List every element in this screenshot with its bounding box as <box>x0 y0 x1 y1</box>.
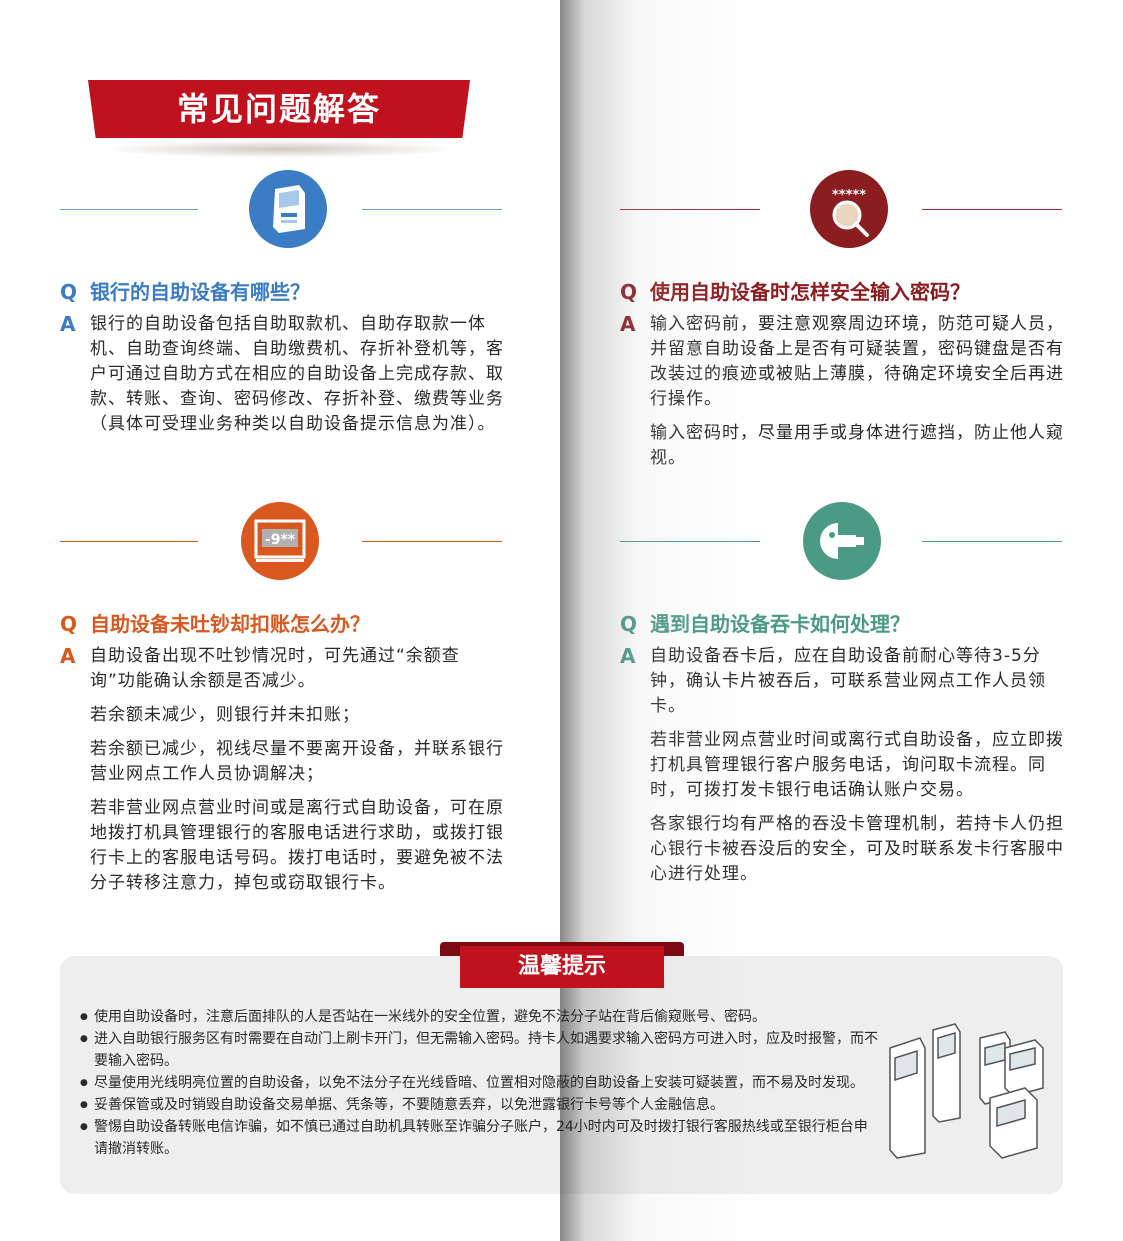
atm-machines-illustration <box>885 1018 1055 1168</box>
question-text: 遇到自助设备吞卡如何处理？ <box>650 612 910 636</box>
tip-item: 进入自助银行服务区有时需要在自动门上刷卡开门，但无需输入密码。持卡人如遇要求输入… <box>80 1028 880 1072</box>
faq-answer: A 银行的自助设备包括自助取款机、自助存取款一体机、自助查询终端、自助缴费机、存… <box>60 312 504 446</box>
icon-text: ***** <box>832 188 866 203</box>
atm-machine-icon <box>249 170 327 248</box>
card-swallow-icon <box>803 502 881 580</box>
answer-paragraph: 自助设备吞卡后，应在自助设备前耐心等待3-5分钟，确认卡片被吞后，可联系营业网点… <box>650 646 1046 716</box>
a-letter: A <box>620 312 637 336</box>
faq-question: Q 银行的自助设备有哪些？ <box>60 276 310 305</box>
divider-left <box>60 209 198 210</box>
divider-right <box>922 541 1062 542</box>
q-letter: Q <box>620 280 638 304</box>
divider-left <box>60 541 198 542</box>
a-letter: A <box>60 312 77 336</box>
divider-left <box>620 541 760 542</box>
faq-answer: A 自助设备出现不吐钞情况时，可先通过“余额查询”功能确认余额是否减少。 若余额… <box>60 644 504 905</box>
answer-paragraph: 输入密码时，尽量用手或身体进行遮挡，防止他人窥视。 <box>650 423 1064 468</box>
divider-left <box>620 209 760 210</box>
faq-question: Q 自助设备未吐钞却扣账怎么办？ <box>60 608 370 637</box>
question-text: 自助设备未吐钞却扣账怎么办？ <box>90 612 370 636</box>
tips-title: 温馨提示 <box>460 946 664 988</box>
tips-tab: 温馨提示 <box>440 942 684 988</box>
answer-paragraph: 自助设备出现不吐钞情况时，可先通过“余额查询”功能确认余额是否减少。 <box>90 646 460 691</box>
title-banner: 常见问题解答 <box>88 80 470 138</box>
faq-question: Q 使用自助设备时怎样安全输入密码？ <box>620 276 970 305</box>
screen-code-icon: -9** <box>241 502 319 580</box>
q-letter: Q <box>60 612 78 636</box>
a-letter: A <box>60 644 77 668</box>
divider-right <box>922 209 1062 210</box>
tips-list: 使用自助设备时，注意后面排队的人是否站在一米线外的安全位置，避免不法分子站在背后… <box>80 1006 880 1160</box>
answer-paragraph: 若非营业网点营业时间或是离行式自助设备，可在原地拨打机具管理银行的客服电话进行求… <box>90 798 504 893</box>
divider-right <box>362 209 502 210</box>
password-magnifier-icon: ***** <box>810 170 888 248</box>
icon-text: -9** <box>265 532 296 548</box>
answer-paragraph: 若余额已减少，视线尽量不要离开设备，并联系银行营业网点工作人员协调解决； <box>90 739 504 784</box>
a-letter: A <box>620 644 637 668</box>
divider-right <box>362 541 502 542</box>
answer-paragraph: 各家银行均有严格的吞没卡管理机制，若持卡人仍担心银行卡被吞没后的安全，可及时联系… <box>650 814 1064 884</box>
faq-question: Q 遇到自助设备吞卡如何处理？ <box>620 608 910 637</box>
faq-answer: A 输入密码前，要注意观察周边环境，防范可疑人员，并留意自助设备上是否有可疑装置… <box>620 312 1064 480</box>
q-letter: Q <box>60 280 78 304</box>
faq-answer: A 自助设备吞卡后，应在自助设备前耐心等待3-5分钟，确认卡片被吞后，可联系营业… <box>620 644 1064 896</box>
q-letter: Q <box>620 612 638 636</box>
tip-item: 妥善保管或及时销毁自助设备交易单据、凭条等，不要随意丢弃，以免泄露银行卡号等个人… <box>80 1094 880 1116</box>
question-text: 银行的自助设备有哪些？ <box>90 280 310 304</box>
answer-paragraph: 输入密码前，要注意观察周边环境，防范可疑人员，并留意自助设备上是否有可疑装置，密… <box>650 314 1064 409</box>
title-shadow <box>100 140 460 158</box>
tip-item: 警惕自助设备转账电信诈骗，如不慎已通过自助机具转账至诈骗分子账户，24小时内可及… <box>80 1116 880 1160</box>
answer-paragraph: 若非营业网点营业时间或离行式自助设备，应立即拨打机具管理银行客户服务电话，询问取… <box>650 730 1064 800</box>
answer-paragraph: 银行的自助设备包括自助取款机、自助存取款一体机、自助查询终端、自助缴费机、存折补… <box>90 314 504 434</box>
tip-item: 尽量使用光线明亮位置的自助设备，以免不法分子在光线昏暗、位置相对隐蔽的自助设备上… <box>80 1072 880 1094</box>
page-title: 常见问题解答 <box>176 90 381 128</box>
answer-paragraph: 若余额未减少，则银行并未扣账； <box>90 705 360 725</box>
tip-item: 使用自助设备时，注意后面排队的人是否站在一米线外的安全位置，避免不法分子站在背后… <box>80 1006 880 1028</box>
question-text: 使用自助设备时怎样安全输入密码？ <box>650 280 970 304</box>
